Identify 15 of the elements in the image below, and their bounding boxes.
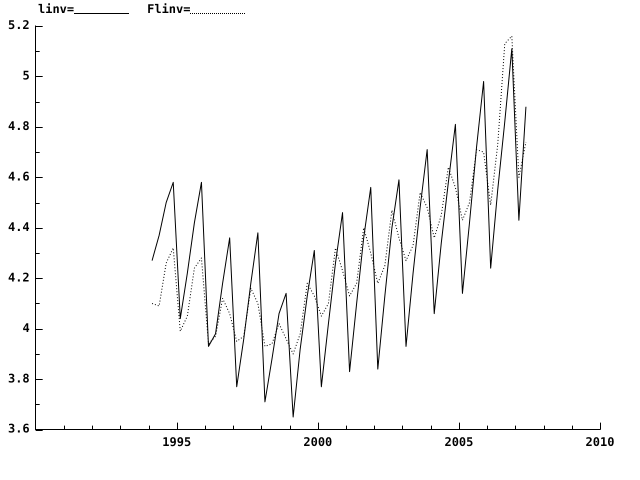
y-tick-label: 5.2 bbox=[8, 18, 30, 32]
y-tick-label: 3.6 bbox=[8, 422, 30, 436]
x-tick-label: 1995 bbox=[162, 434, 192, 449]
legend-label: Flinv= bbox=[147, 2, 190, 16]
y-tick-label: 3.8 bbox=[8, 371, 30, 386]
y-tick-label: 4.6 bbox=[8, 169, 30, 184]
x-tick-label: 2000 bbox=[303, 434, 332, 449]
y-tick-label: 4.2 bbox=[8, 270, 30, 284]
y-tick-label: 4.8 bbox=[8, 119, 30, 134]
y-tick-label: 5 bbox=[22, 68, 30, 83]
x-tick-label: 2005 bbox=[444, 434, 474, 449]
y-tick-label: 4.4 bbox=[8, 220, 30, 234]
legend-label: linv= bbox=[38, 2, 74, 16]
x-tick-label: 2010 bbox=[586, 434, 614, 449]
y-tick-label: 4 bbox=[22, 320, 30, 335]
